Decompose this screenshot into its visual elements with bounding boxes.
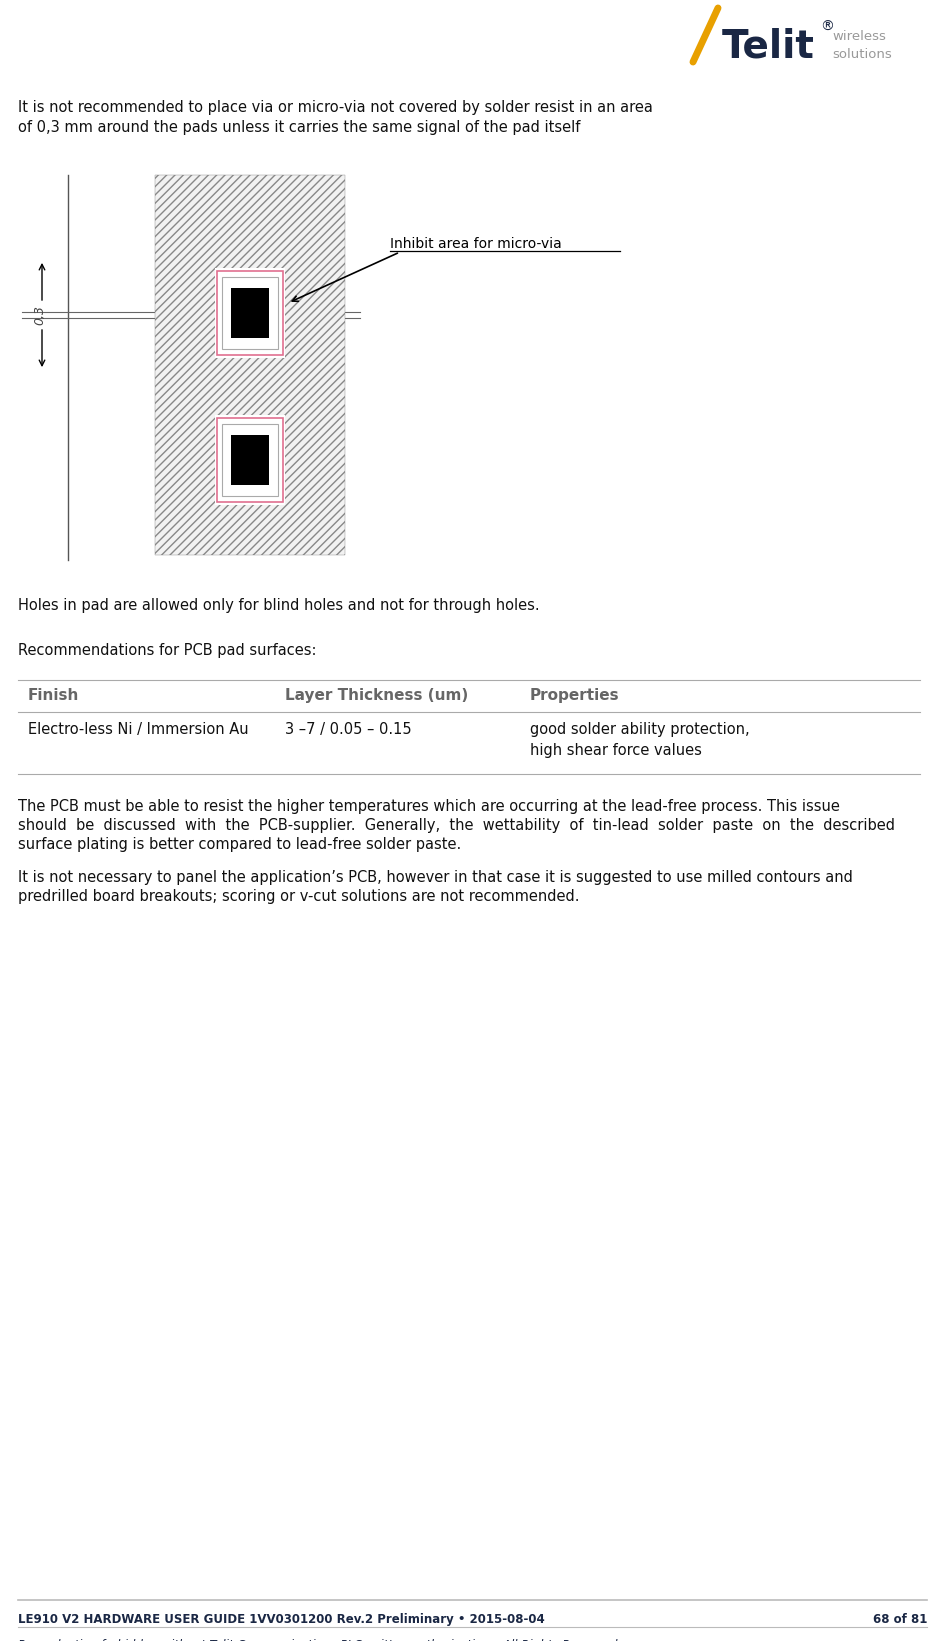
Text: of 0,3 mm around the pads unless it carries the same signal of the pad itself: of 0,3 mm around the pads unless it carr… (18, 120, 580, 135)
Text: should  be  discussed  with  the  PCB-supplier.  Generally,  the  wettability  o: should be discussed with the PCB-supplie… (18, 817, 894, 834)
Bar (217, 271, 282, 354)
Bar (215, 415, 285, 505)
Text: good solder ability protection,
high shear force values: good solder ability protection, high she… (530, 722, 749, 758)
Text: Properties: Properties (530, 688, 619, 702)
Text: 0,3: 0,3 (33, 305, 46, 325)
Text: Reproduction forbidden without Telit Communications PLC written authorization – : Reproduction forbidden without Telit Com… (18, 1639, 616, 1641)
Bar (215, 267, 285, 358)
Text: ®: ® (819, 20, 833, 34)
Bar (230, 289, 269, 338)
Text: 68 of 81: 68 of 81 (871, 1613, 926, 1626)
Bar (230, 435, 269, 486)
Text: Inhibit area for micro-via: Inhibit area for micro-via (390, 236, 561, 251)
Bar (155, 176, 345, 555)
Text: Finish: Finish (28, 688, 79, 702)
Text: 3 –7 / 0.05 – 0.15: 3 –7 / 0.05 – 0.15 (285, 722, 412, 737)
Text: Layer Thickness (um): Layer Thickness (um) (285, 688, 468, 702)
Text: predrilled board breakouts; scoring or v-cut solutions are not recommended.: predrilled board breakouts; scoring or v… (18, 889, 579, 904)
Text: Recommendations for PCB pad surfaces:: Recommendations for PCB pad surfaces: (18, 643, 316, 658)
Text: Holes in pad are allowed only for blind holes and not for through holes.: Holes in pad are allowed only for blind … (18, 597, 539, 614)
Bar (217, 418, 282, 502)
Text: solutions: solutions (831, 48, 891, 61)
Text: It is not necessary to panel the application’s PCB, however in that case it is s: It is not necessary to panel the applica… (18, 870, 852, 884)
Text: Electro-less Ni / Immersion Au: Electro-less Ni / Immersion Au (28, 722, 248, 737)
Text: wireless: wireless (831, 30, 885, 43)
Text: The PCB must be able to resist the higher temperatures which are occurring at th: The PCB must be able to resist the highe… (18, 799, 839, 814)
Text: LE910 V2 HARDWARE USER GUIDE 1VV0301200 Rev.2 Preliminary • 2015-08-04: LE910 V2 HARDWARE USER GUIDE 1VV0301200 … (18, 1613, 544, 1626)
Text: Telit: Telit (721, 26, 814, 66)
Bar (222, 277, 278, 350)
Text: surface plating is better compared to lead-free solder paste.: surface plating is better compared to le… (18, 837, 461, 852)
Text: It is not recommended to place via or micro-via not covered by solder resist in : It is not recommended to place via or mi… (18, 100, 652, 115)
Bar (222, 423, 278, 496)
